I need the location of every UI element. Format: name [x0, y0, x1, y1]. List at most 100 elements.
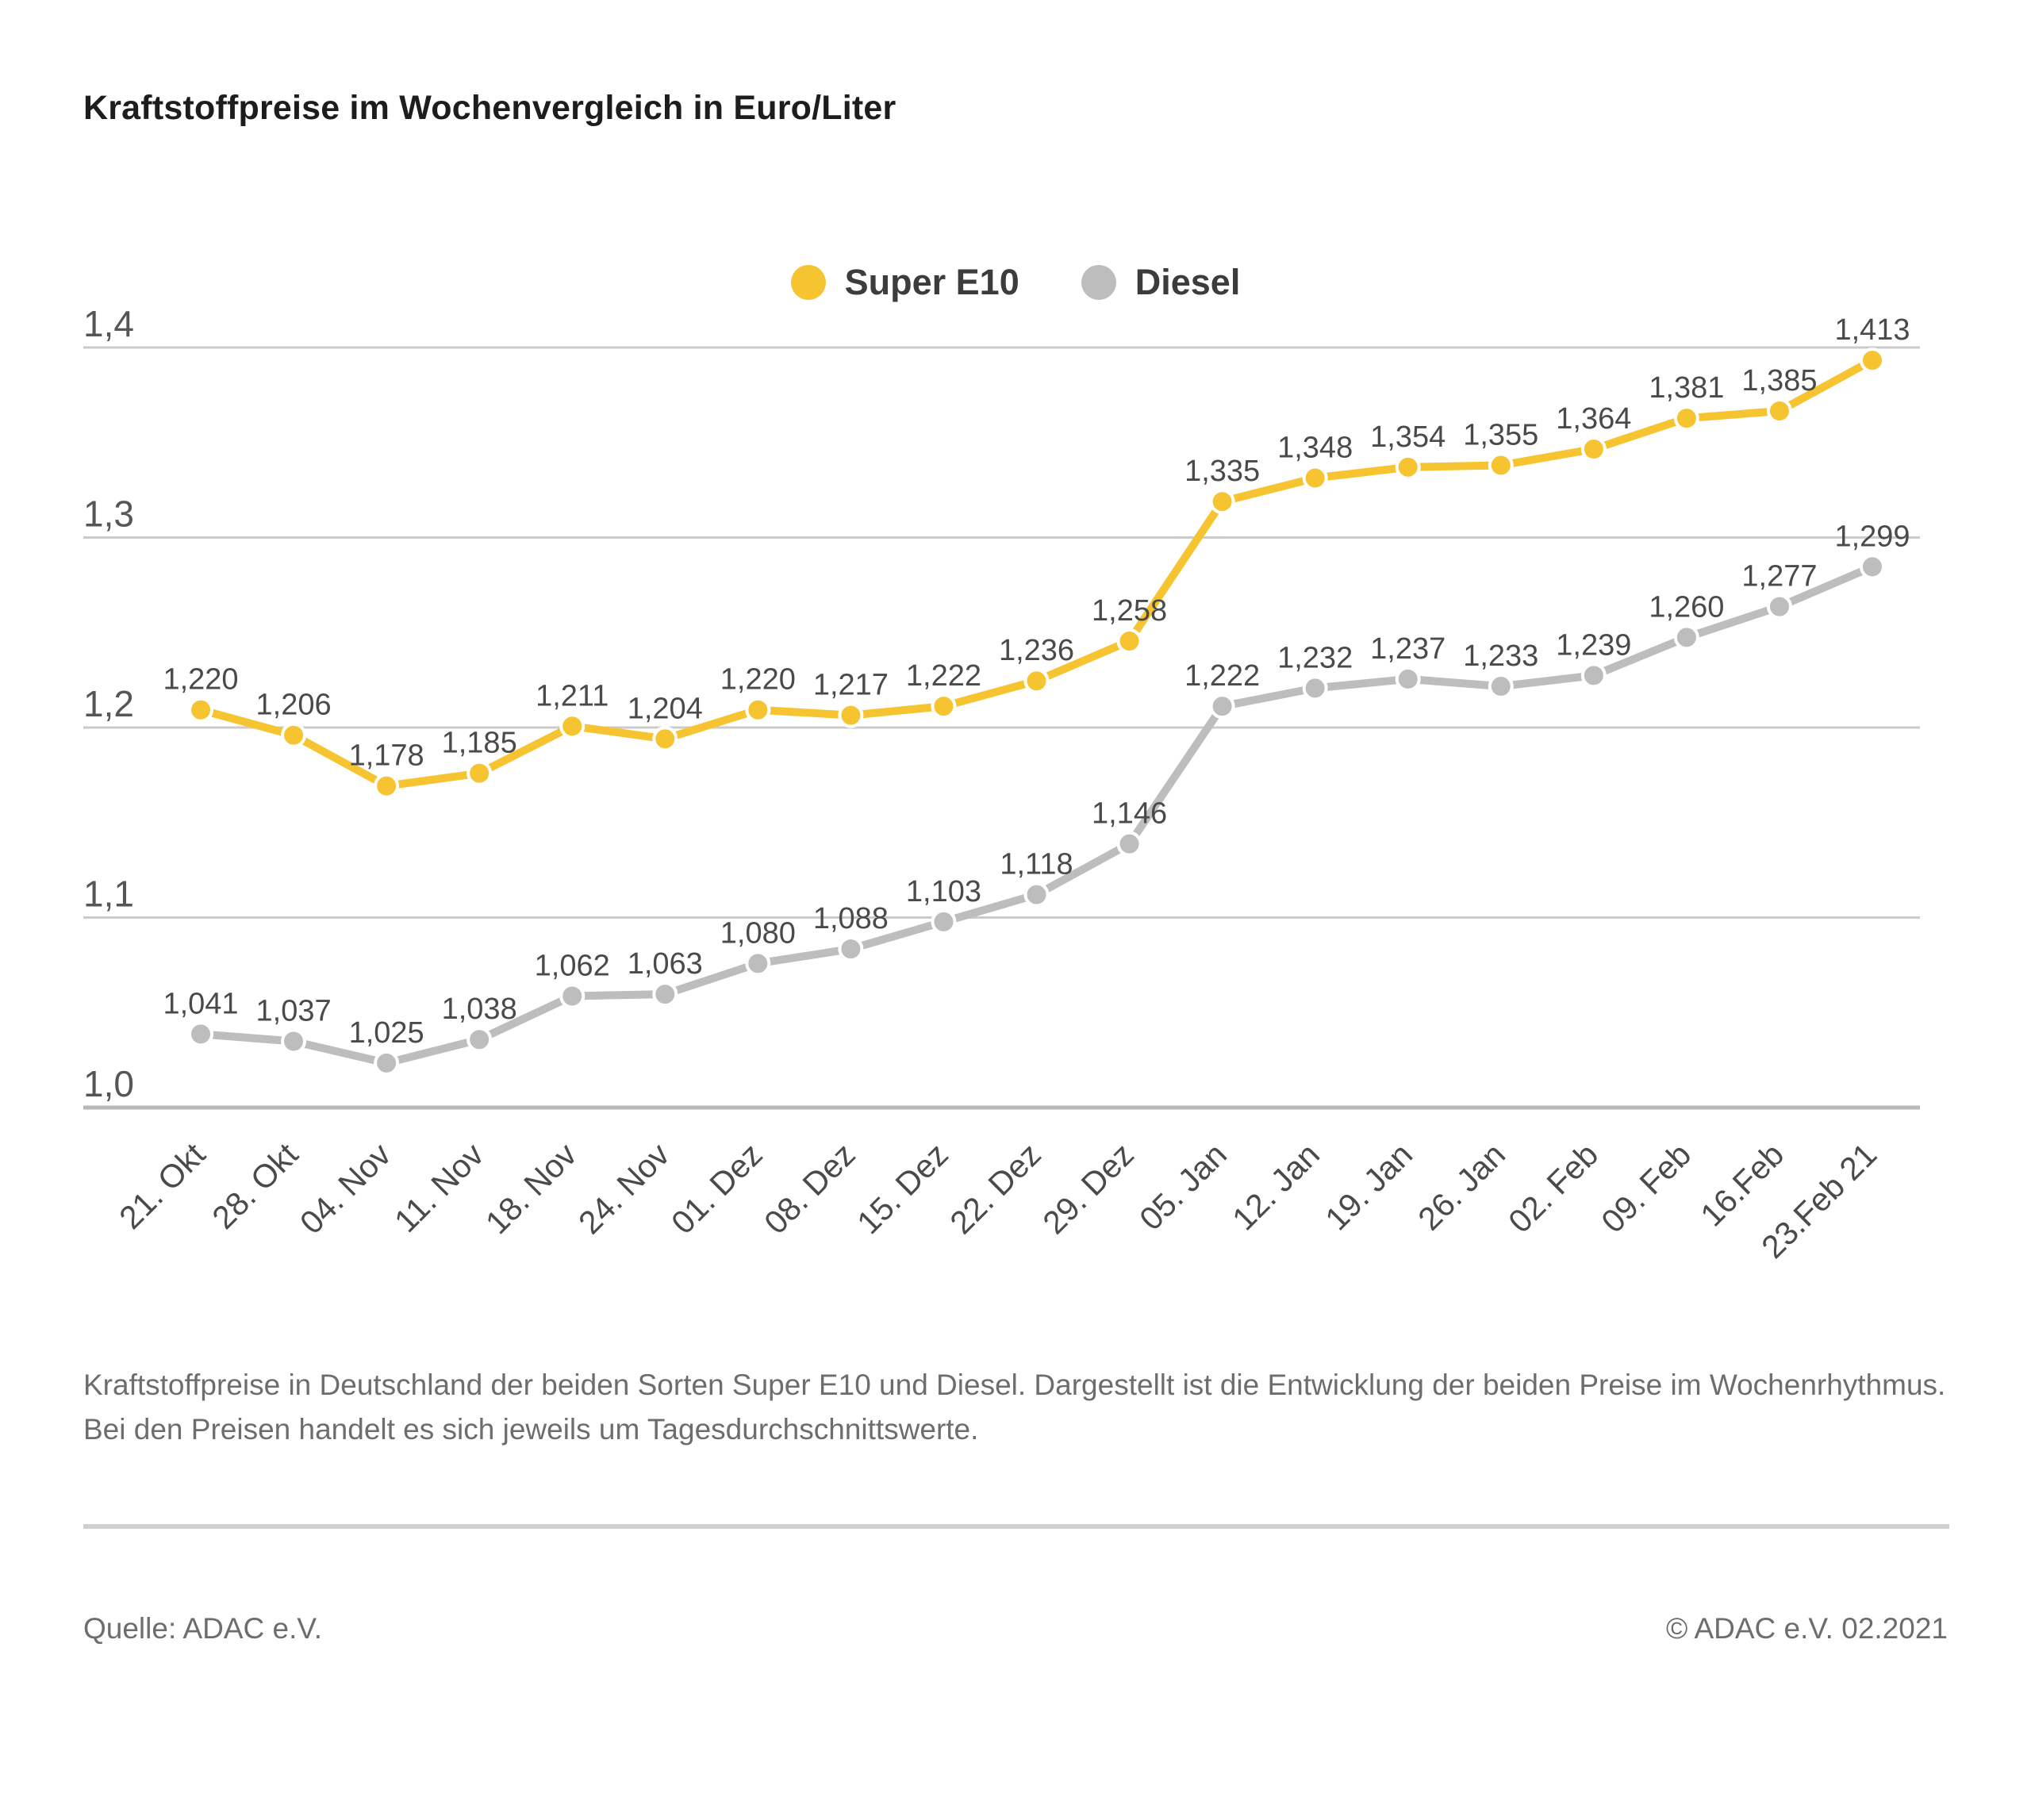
- data-point-diesel: [1580, 662, 1607, 689]
- data-point-label: 1,206: [256, 689, 332, 722]
- data-point-super-e10: [745, 697, 771, 723]
- data-point-label: 1,025: [349, 1016, 424, 1050]
- data-point-label: 1,211: [536, 679, 609, 712]
- x-tick-label: 28. Okt: [205, 1135, 305, 1235]
- data-point-label: 1,381: [1649, 371, 1724, 405]
- x-tick-label: 02. Feb: [1501, 1136, 1605, 1240]
- data-point-diesel: [1395, 666, 1421, 692]
- super-e10-dot-icon: [790, 265, 826, 300]
- data-point-label: 1,220: [720, 663, 796, 697]
- data-point-label: 1,088: [813, 902, 889, 935]
- copyright-text: © ADAC e.V. 02.2021: [1665, 1612, 1948, 1645]
- data-point-label: 1,413: [1834, 313, 1910, 347]
- x-tick-label: 04. Nov: [293, 1135, 398, 1241]
- data-point-diesel: [1302, 675, 1328, 701]
- legend-item-super-e10: Super E10: [790, 262, 1019, 303]
- data-point-label: 1,222: [1184, 659, 1260, 693]
- data-point-label: 1,185: [442, 727, 517, 760]
- data-point-label: 1,063: [628, 947, 703, 981]
- page-title: Kraftstoffpreise im Wochenvergleich in E…: [83, 89, 896, 127]
- data-point-label: 1,232: [1277, 641, 1353, 674]
- data-point-label: 1,335: [1184, 455, 1260, 488]
- y-tick-label: 1,0: [83, 1063, 134, 1104]
- data-point-super-e10: [1673, 405, 1699, 432]
- data-point-label: 1,237: [1370, 632, 1446, 666]
- data-point-label: 1,299: [1834, 520, 1910, 553]
- x-tick-label: 01. Dez: [664, 1136, 769, 1241]
- data-point-super-e10: [374, 773, 400, 799]
- x-tick-label: 09. Feb: [1594, 1136, 1698, 1240]
- data-point-super-e10: [1766, 398, 1792, 424]
- y-tick-label: 1,4: [83, 303, 134, 344]
- data-point-super-e10: [1860, 347, 1885, 374]
- data-point-label: 1,277: [1741, 560, 1817, 593]
- data-point-diesel: [281, 1028, 307, 1054]
- diesel-dot-icon: [1081, 265, 1116, 300]
- data-point-diesel: [1488, 674, 1514, 700]
- data-point-label: 1,146: [1092, 797, 1167, 831]
- y-tick-label: 1,2: [83, 683, 134, 724]
- source-text: Quelle: ADAC e.V.: [83, 1612, 322, 1645]
- data-point-super-e10: [1488, 452, 1514, 478]
- data-point-super-e10: [466, 760, 493, 786]
- data-point-label: 1,220: [163, 663, 238, 697]
- data-point-diesel: [838, 936, 864, 962]
- data-point-label: 1,103: [906, 875, 981, 908]
- x-tick-label: 24. Nov: [571, 1135, 677, 1241]
- x-tick-label: 29. Dez: [1035, 1136, 1140, 1241]
- data-point-diesel: [466, 1027, 493, 1053]
- x-tick-label: 05. Jan: [1132, 1136, 1234, 1238]
- data-point-label: 1,233: [1463, 639, 1538, 673]
- data-point-diesel: [745, 950, 771, 977]
- legend-item-diesel: Diesel: [1081, 262, 1241, 303]
- x-tick-label: 12. Jan: [1225, 1136, 1326, 1238]
- data-point-diesel: [1766, 593, 1792, 620]
- x-tick-label: 22. Dez: [943, 1136, 1047, 1241]
- data-point-super-e10: [1302, 465, 1328, 491]
- chart-caption: Kraftstoffpreise in Deutschland der beid…: [83, 1369, 1946, 1446]
- x-tick-label: 08. Dez: [757, 1136, 862, 1241]
- x-tick-label: 18. Nov: [478, 1135, 584, 1241]
- x-tick-label: 21. Okt: [112, 1135, 212, 1235]
- data-point-super-e10: [281, 722, 307, 748]
- data-point-super-e10: [1395, 454, 1421, 480]
- legend-label-super-e10: Super E10: [844, 262, 1019, 302]
- y-tick-label: 1,1: [83, 874, 134, 915]
- data-point-diesel: [374, 1050, 400, 1076]
- data-point-super-e10: [838, 702, 864, 728]
- data-point-label: 1,364: [1556, 402, 1631, 436]
- x-tick-label: 15. Dez: [850, 1136, 954, 1241]
- data-point-label: 1,037: [256, 995, 332, 1028]
- data-point-label: 1,348: [1277, 432, 1353, 465]
- data-point-label: 1,222: [906, 659, 981, 693]
- data-point-super-e10: [188, 697, 213, 723]
- y-tick-label: 1,3: [83, 493, 134, 535]
- data-point-label: 1,038: [442, 993, 517, 1026]
- x-tick-label: 19. Jan: [1318, 1136, 1419, 1238]
- data-point-label: 1,355: [1463, 419, 1538, 452]
- data-point-super-e10: [652, 726, 678, 752]
- data-point-label: 1,258: [1092, 594, 1167, 628]
- data-point-label: 1,385: [1741, 364, 1817, 397]
- data-point-label: 1,239: [1556, 628, 1631, 662]
- data-point-super-e10: [1580, 436, 1607, 462]
- footer-divider: [83, 1524, 1949, 1529]
- data-point-diesel: [1023, 881, 1050, 908]
- data-point-super-e10: [559, 713, 585, 739]
- data-point-label: 1,062: [535, 949, 610, 982]
- data-point-label: 1,354: [1370, 420, 1446, 454]
- data-point-super-e10: [1023, 668, 1050, 694]
- data-point-label: 1,217: [813, 669, 889, 702]
- data-point-super-e10: [1209, 489, 1235, 515]
- data-point-diesel: [652, 981, 678, 1008]
- data-point-diesel: [188, 1021, 213, 1047]
- chart-legend: Super E10 Diesel: [0, 262, 2031, 303]
- x-tick-label: 11. Nov: [387, 1135, 491, 1239]
- data-point-diesel: [1209, 693, 1235, 720]
- data-point-diesel: [1860, 554, 1885, 580]
- data-point-label: 1,204: [628, 692, 703, 725]
- data-point-diesel: [559, 983, 585, 1009]
- legend-label-diesel: Diesel: [1135, 262, 1241, 302]
- data-point-diesel: [1673, 624, 1699, 651]
